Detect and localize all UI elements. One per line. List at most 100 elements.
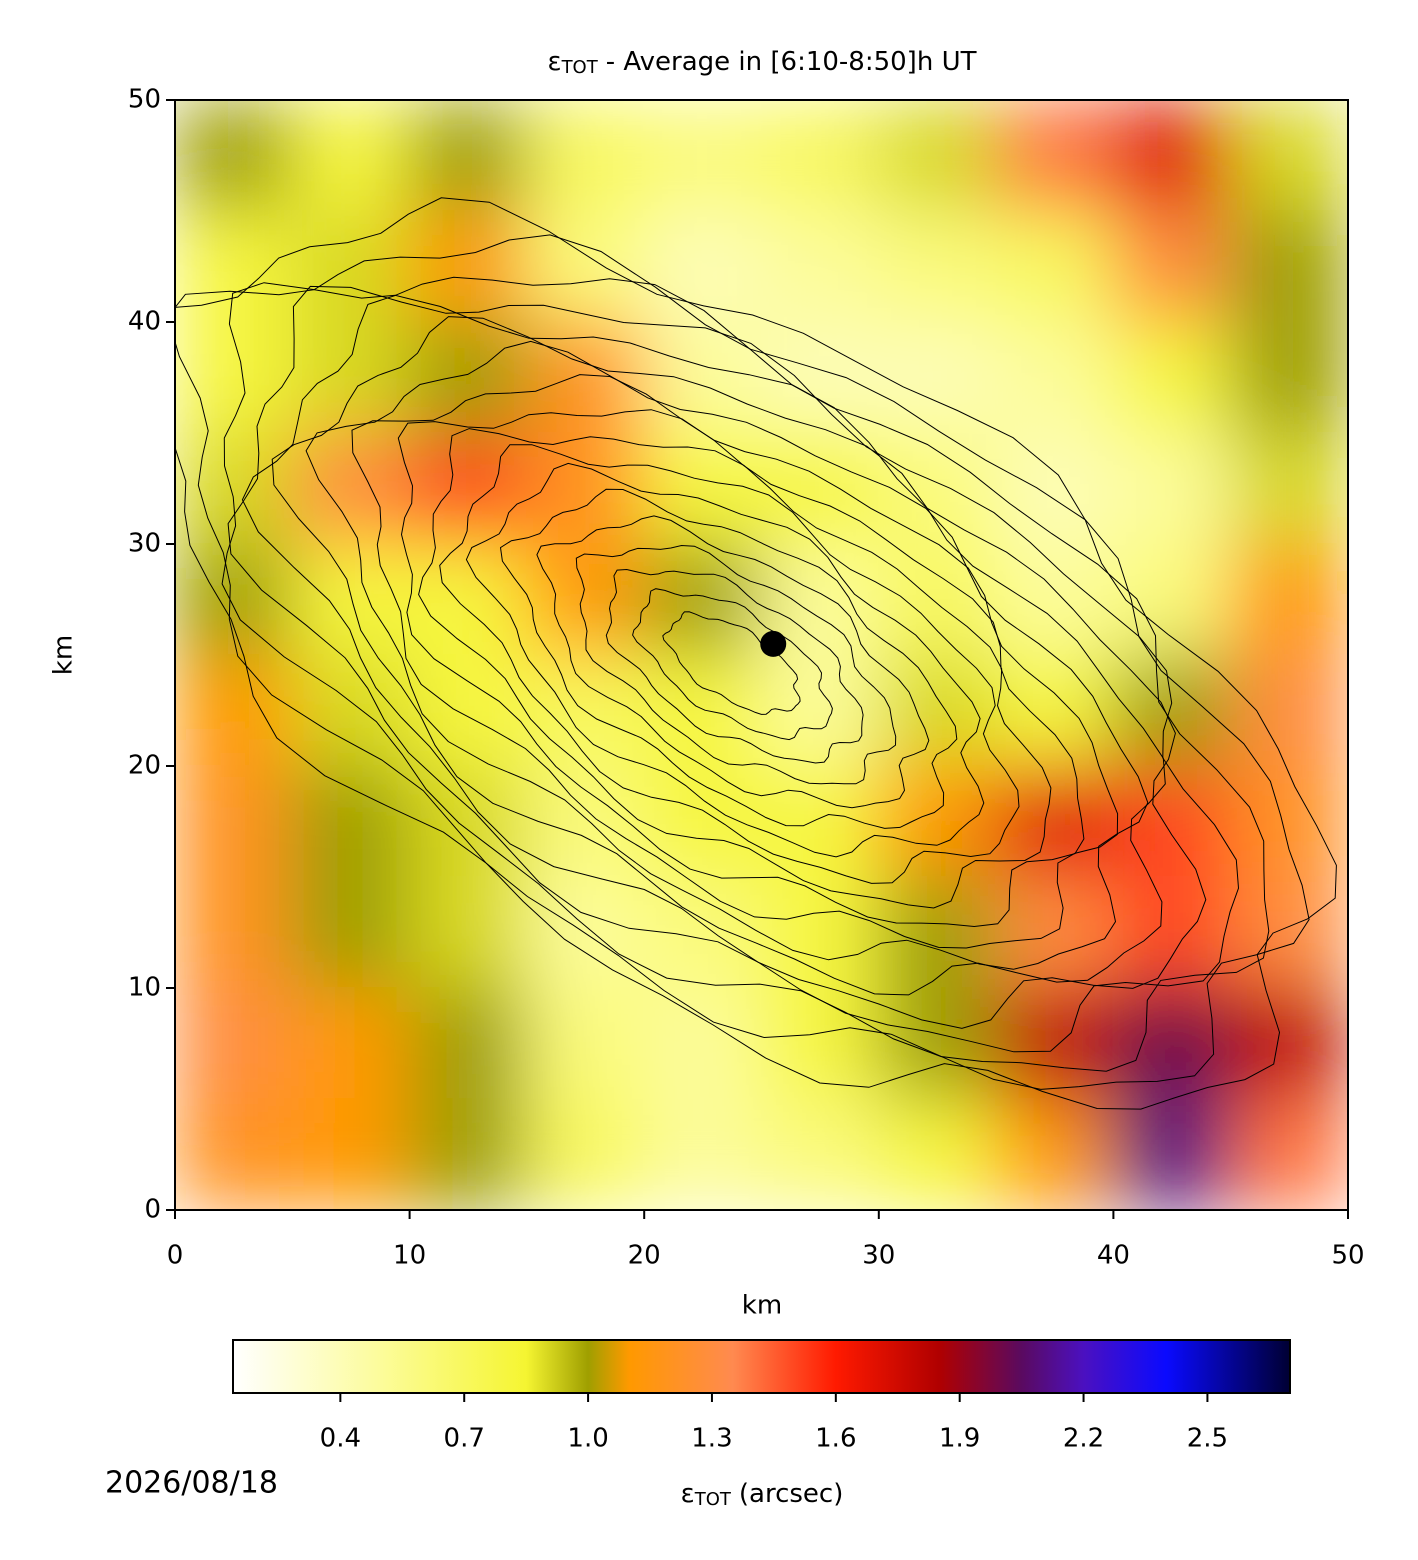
plot-frame (174, 99, 1349, 1211)
colorbar-tick-label: 1.6 (815, 1424, 856, 1454)
heat-cell (877, 210, 998, 323)
x-tick-label: 40 (1097, 1241, 1130, 1271)
heat-cell (877, 654, 998, 767)
contour-line (241, 294, 1207, 1029)
heat-cell (760, 876, 880, 989)
heat-cell (291, 100, 411, 212)
heat-cell (1112, 100, 1232, 212)
heat-cell (1112, 765, 1232, 878)
heat-cell (1112, 432, 1232, 545)
colorbar-label-symbol: ε (681, 1479, 695, 1509)
colorbar-tick-label: 2.2 (1063, 1424, 1104, 1454)
heat-cell (175, 765, 294, 878)
title-text: - Average in [6:10-8:50]h UT (606, 47, 977, 77)
contour-line (605, 568, 864, 764)
heat-cell (1229, 543, 1348, 656)
heat-cell (525, 210, 646, 323)
heat-cell (525, 543, 646, 656)
heat-cell (525, 876, 646, 989)
heat-cell (877, 100, 998, 212)
x-tick-label: 20 (628, 1241, 661, 1271)
contour-line (227, 285, 1240, 1053)
colorbar-label-subscript: TOT (694, 1489, 732, 1510)
heat-cell (1112, 876, 1232, 989)
terrain-contours (175, 197, 1337, 1110)
heat-cell (1112, 654, 1232, 767)
heat-cell (291, 321, 411, 434)
contour-line (305, 340, 1149, 970)
heat-cell (408, 210, 528, 323)
heat-cell (525, 1098, 646, 1210)
heat-cell (175, 987, 294, 1100)
x-tick-label: 50 (1331, 1241, 1364, 1271)
contour-line (499, 488, 958, 829)
heat-cell (175, 432, 294, 545)
heat-cell (995, 432, 1115, 545)
y-tick-label: 20 (128, 751, 161, 781)
heat-cell (760, 765, 880, 878)
heat-cell (1229, 210, 1348, 323)
heat-cell (291, 543, 411, 656)
heat-cell (760, 987, 880, 1100)
heat-cell (643, 654, 763, 767)
heat-cell (1112, 321, 1232, 434)
y-tick-label: 0 (144, 1195, 161, 1225)
colorbar-label-text: (arcsec) (739, 1479, 843, 1509)
heat-cell (643, 765, 763, 878)
colorbar-tick-label: 0.7 (444, 1424, 485, 1454)
heat-cell (175, 654, 294, 767)
heat-cell (1229, 876, 1348, 989)
contour-line (351, 374, 1119, 949)
heat-cell (175, 876, 294, 989)
chart-title: εTOT - Average in [6:10-8:50]h UT (548, 47, 977, 79)
site-marker (760, 630, 787, 657)
heat-cell (877, 876, 998, 989)
contour-line (221, 276, 1270, 1072)
heat-cell (408, 765, 528, 878)
heat-cell (408, 100, 528, 212)
colorbar (232, 1339, 1291, 1394)
colorbar-tick-label: 1.0 (567, 1424, 608, 1454)
heat-cell (1229, 765, 1348, 878)
heat-cell (760, 210, 880, 323)
heat-cell (643, 543, 763, 656)
heat-cell (525, 987, 646, 1100)
heat-cell (995, 210, 1115, 323)
heatmap (175, 100, 1348, 1210)
heat-cell (408, 543, 528, 656)
x-tick-label: 10 (393, 1241, 426, 1271)
heat-cell (760, 432, 880, 545)
heat-cell (643, 210, 763, 323)
heat-cell (643, 100, 763, 212)
heat-cell (995, 321, 1115, 434)
heat-cell (1112, 1098, 1232, 1210)
heat-cell (408, 876, 528, 989)
heat-cell (643, 321, 763, 434)
contour-line (271, 316, 1166, 996)
heat-cell (760, 1098, 880, 1210)
heat-cell (175, 1098, 294, 1210)
x-tick-label: 30 (862, 1241, 895, 1271)
heat-cell (995, 654, 1115, 767)
heat-cell (408, 432, 528, 545)
heat-cell (760, 100, 880, 212)
contour-line (439, 444, 1020, 884)
heat-cell (175, 210, 294, 323)
colorbar-tick-label: 2.5 (1187, 1424, 1228, 1454)
heat-cell (291, 765, 411, 878)
heat-cell (525, 765, 646, 878)
title-subscript: TOT (561, 57, 599, 78)
heat-cell (995, 100, 1115, 212)
y-tick-label: 30 (128, 529, 161, 559)
contour-line (418, 428, 1052, 909)
heat-cell (643, 987, 763, 1100)
heat-cell (1229, 100, 1348, 212)
colorbar-tick-label: 1.9 (939, 1424, 980, 1454)
heat-cell (291, 1098, 411, 1210)
heat-cell (760, 321, 880, 434)
heat-cell (1229, 654, 1348, 767)
contour-line (575, 544, 897, 785)
colorbar-tick-label: 0.4 (320, 1424, 361, 1454)
heat-cell (995, 543, 1115, 656)
heat-cell (1229, 987, 1348, 1100)
